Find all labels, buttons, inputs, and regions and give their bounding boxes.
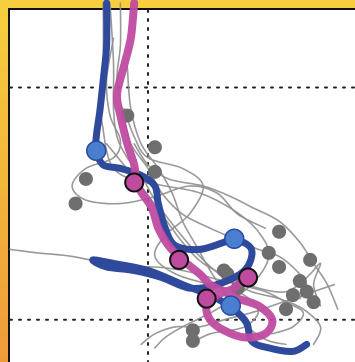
background-marker-10	[299, 284, 314, 299]
background-marker-1	[147, 140, 162, 155]
background-marker-9	[292, 274, 307, 289]
series-line-1	[112, 0, 277, 342]
background-marker-8	[303, 252, 318, 267]
background-marker-6	[261, 245, 276, 260]
series-0-marker-2	[220, 295, 242, 316]
series-1-marker-2	[196, 288, 217, 309]
background-marker-5	[272, 224, 287, 239]
background-trajectory-8	[133, 143, 339, 310]
background-trajectory-4	[123, 107, 260, 346]
background-trajectory-1	[109, 2, 322, 346]
background-marker-13	[279, 302, 293, 317]
background-marker-4	[147, 164, 162, 179]
highlighted-markers	[86, 140, 259, 316]
background-trajectory-5	[9, 248, 305, 335]
background-marker-17	[185, 333, 200, 348]
background-marker-11	[285, 288, 300, 303]
background-marker-2	[78, 171, 93, 186]
plot-area	[8, 8, 355, 362]
background-trajectory-3	[71, 37, 267, 229]
series-1-marker-0	[124, 172, 145, 193]
background-marker-18	[216, 263, 231, 278]
series-0-marker-1	[224, 228, 245, 250]
background-marker-7	[272, 259, 287, 274]
series-0-marker-0	[86, 140, 107, 162]
background-marker-16	[185, 323, 200, 338]
grid-lines	[9, 9, 355, 362]
background-marker-12	[306, 295, 321, 310]
background-marker-3	[68, 196, 83, 211]
series-1-marker-3	[238, 267, 259, 288]
series-1-marker-1	[169, 249, 190, 270]
